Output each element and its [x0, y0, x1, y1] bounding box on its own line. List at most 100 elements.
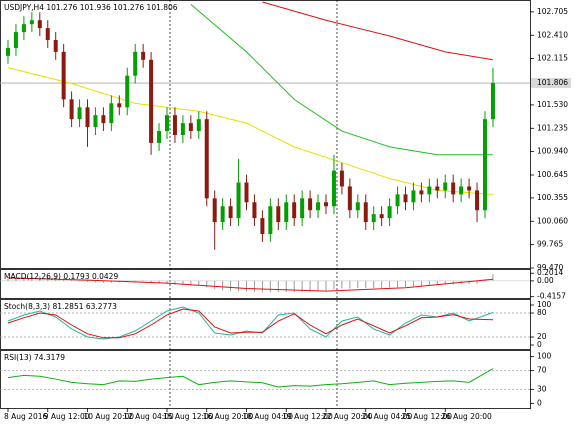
macd-bar: [158, 280, 160, 284]
moving-average: [190, 3, 493, 156]
candle-body: [85, 107, 90, 128]
y-tick-label: 0: [537, 398, 542, 407]
macd-bar: [142, 280, 144, 282]
candle-body: [371, 214, 376, 223]
x-tick-label: 18 Aug 04:00: [243, 412, 294, 421]
macd-bar: [102, 280, 104, 283]
candle-body: [125, 75, 130, 108]
macd-bar: [7, 278, 9, 281]
macd-bar: [79, 280, 81, 282]
macd-bar: [110, 280, 112, 283]
macd-bar: [452, 280, 454, 285]
macd-bar: [476, 280, 478, 284]
candle-body: [475, 190, 480, 211]
y-tick-label: 102.115: [537, 54, 568, 63]
candle-body: [411, 190, 416, 203]
y-tick-label: 101.530: [537, 100, 568, 109]
macd-bar: [94, 280, 96, 283]
candle-body: [363, 202, 368, 223]
macd-bar: [381, 280, 383, 289]
x-tick-label: 19 Aug 12:00: [282, 412, 333, 421]
candle-body: [204, 119, 209, 199]
macd-bar: [174, 280, 176, 285]
macd-bar: [198, 280, 200, 286]
candle-body: [403, 194, 408, 203]
macd-bar: [23, 277, 25, 281]
y-tick-label: 100.355: [537, 193, 568, 202]
y-tick-label: -0.4157: [537, 292, 566, 301]
macd-bar: [222, 280, 224, 291]
candle-body: [490, 83, 495, 120]
candle-body: [101, 115, 106, 124]
candle-body: [339, 170, 344, 187]
macd-bar: [365, 280, 367, 289]
candle-body: [316, 202, 321, 211]
candle-body: [133, 51, 138, 76]
last-price-label: 101.806: [537, 78, 568, 87]
y-tick-label: 102.410: [537, 30, 568, 39]
candle-body: [379, 214, 384, 219]
candle-body: [157, 131, 162, 143]
candle-body: [141, 51, 146, 60]
y-tick-label: 80: [537, 308, 547, 317]
y-tick-label: 99.470: [537, 263, 563, 272]
macd-bar: [269, 280, 271, 293]
x-tick-label: 12 Aug 04:00: [123, 412, 174, 421]
macd-bar: [134, 280, 136, 282]
candle-body: [21, 24, 26, 33]
y-tick-label: 30: [537, 384, 547, 393]
y-tick-label: 100.645: [537, 170, 568, 179]
x-tick-label: 25 Aug 12:00: [402, 412, 453, 421]
candle-body: [292, 202, 297, 219]
y-tick-label: 102.705: [537, 7, 568, 16]
macd-bar: [389, 280, 391, 288]
candle-body: [252, 202, 257, 219]
macd-bar: [349, 280, 351, 289]
x-tick-label: 10 Aug 20:00: [84, 412, 135, 421]
x-tick-label: 24 Aug 04:00: [362, 412, 413, 421]
candle-body: [308, 198, 313, 211]
panel-frame: [0, 299, 531, 350]
macd-bar: [325, 280, 327, 291]
y-tick-label: 100.940: [537, 147, 568, 156]
panel-title: MACD(12,26,9) 0.1793 0.0429: [4, 272, 118, 281]
candle-body: [467, 186, 472, 191]
candle-body: [435, 186, 440, 191]
panel-frame: [0, 269, 531, 299]
candle-body: [427, 186, 432, 195]
panel-title: Stoch(8,3,3) 81.2851 63.2773: [4, 302, 117, 311]
macd-bar: [420, 280, 422, 286]
macd-bar: [206, 280, 208, 288]
candle-body: [37, 20, 42, 29]
candle-body: [268, 206, 273, 234]
macd-bar: [428, 280, 430, 286]
y-tick-label: 100.060: [537, 216, 568, 225]
candle-body: [53, 40, 58, 52]
x-tick-label: 8 Aug 2016: [4, 412, 47, 421]
y-tick-label: 0.2014: [537, 268, 563, 277]
macd-bar: [293, 280, 295, 292]
y-tick-label: 99.765: [537, 240, 563, 249]
macd-bar: [405, 280, 406, 287]
indicator-line: [7, 306, 494, 340]
candle-body: [459, 186, 464, 195]
candle-body: [6, 47, 10, 56]
candle-body: [180, 123, 185, 135]
candle-body: [149, 59, 154, 143]
candle-body: [324, 202, 328, 207]
candle-body: [228, 206, 233, 219]
candle-body: [117, 103, 122, 108]
macd-bar: [166, 280, 168, 284]
candle-body: [165, 115, 169, 132]
macd-bar: [412, 280, 414, 287]
macd-bar: [309, 280, 311, 292]
last-price-box: [531, 78, 571, 89]
candle-body: [93, 115, 98, 128]
x-tick-label: 9 Aug 12:00: [44, 412, 90, 421]
panel-frame: [0, 350, 531, 409]
macd-signal: [7, 277, 493, 292]
candle-body: [212, 198, 217, 223]
candle-body: [451, 182, 456, 195]
candle-body: [172, 115, 177, 135]
candle-body: [109, 103, 114, 124]
